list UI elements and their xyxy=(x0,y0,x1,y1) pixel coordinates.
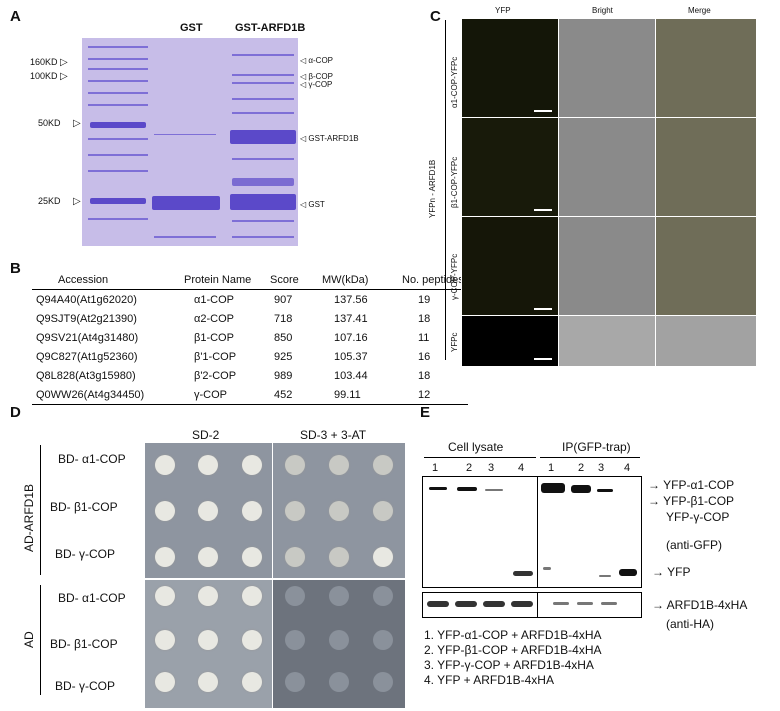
table-row: Q9SJT9(At2g21390) α2-COP 718 137.41 18 xyxy=(36,312,431,325)
col-accession: Accession xyxy=(32,270,180,290)
lane-label-gst-arfd1b: GST-ARFD1B xyxy=(235,22,306,34)
lane-number: 1 xyxy=(432,462,439,474)
legend-item: 3. YFP-γ-COP + ARFD1B-4xHA xyxy=(424,658,594,672)
lane-number: 4 xyxy=(518,462,525,474)
row-label-bd-b1: BD- β1-COP xyxy=(50,637,118,651)
panel-d-label: D xyxy=(10,404,21,421)
table-row: Q9SV21(At4g31480) β1-COP 850 107.16 11 xyxy=(36,331,430,344)
yfp-image-b1 xyxy=(461,117,559,217)
col-protein-name: Protein Name xyxy=(180,270,266,290)
label-beta-cop: ◁ β-COP xyxy=(300,72,333,81)
label-anti-gfp: (anti-GFP) xyxy=(666,538,723,552)
legend-item: 2. YFP-β1-COP + ARFD1B-4xHA xyxy=(424,643,602,657)
col-bright-header: Bright xyxy=(592,6,613,15)
label-yfp: → YFP xyxy=(652,565,691,579)
plate-sd2-ad-arfd1b xyxy=(145,443,272,578)
group-bracket-ad-arfd1b xyxy=(40,445,41,575)
row-label-b1-cop: β1-COP-YFPc xyxy=(450,156,459,208)
group-label-ad-arfd1b: AD-ARFD1B xyxy=(22,483,36,552)
label-gst: ◁ GST xyxy=(300,200,325,209)
group-label-yfpn-arfd1b: YFPn - ARFD1B xyxy=(428,159,437,218)
lane-label-gst: GST xyxy=(180,22,203,34)
table-header-row: Accession Protein Name Score MW(kDa) No.… xyxy=(32,270,468,290)
merge-image-b1 xyxy=(655,117,757,217)
yfp-image-a1 xyxy=(461,18,559,118)
scale-bar xyxy=(534,308,552,310)
merge-image-g xyxy=(655,216,757,316)
bright-image-b1 xyxy=(558,117,656,217)
table-row: Q94A40(At1g62020) α1-COP 907 137.56 19 xyxy=(36,293,431,306)
group-label-ad: AD xyxy=(22,631,36,648)
lane-number: 3 xyxy=(488,462,495,474)
merge-image-yfpc xyxy=(655,315,757,367)
marker-50kd: 50KD ▷ xyxy=(38,118,81,129)
blot-anti-ha xyxy=(422,592,642,618)
label-gamma-cop: ◁ γ-COP xyxy=(300,80,333,89)
row-label-bd-g: BD- γ-COP xyxy=(55,547,115,561)
col-merge-header: Merge xyxy=(688,6,711,15)
row-label-bd-a1: BD- α1-COP xyxy=(58,591,126,605)
lane-number: 2 xyxy=(578,462,585,474)
table-row: Q9C827(At1g52360) β'1-COP 925 105.37 16 xyxy=(36,350,431,363)
group-bracket xyxy=(445,20,446,360)
header-cell-lysate: Cell lysate xyxy=(448,440,504,454)
col-yfp-header: YFP xyxy=(495,6,511,15)
bright-image-g xyxy=(558,216,656,316)
merge-image-a1 xyxy=(655,18,757,118)
plate-sd3-ad-arfd1b xyxy=(273,443,405,578)
table-row: Q0WW26(At4g34450) γ-COP 452 99.11 12 xyxy=(32,385,468,405)
label-yfp-a1-cop: → YFP-α1-COP xyxy=(648,478,735,492)
marker-100kd: 100KD ▷ xyxy=(30,71,68,82)
row-label-yfpc: YFPc xyxy=(450,332,459,352)
row-label-g-cop: γ-COP-YFPc xyxy=(450,253,459,300)
panel-b-label: B xyxy=(10,260,21,277)
blot-anti-gfp xyxy=(422,476,642,588)
header-underline xyxy=(540,457,640,458)
col-score: Score xyxy=(266,270,318,290)
bright-image-a1 xyxy=(558,18,656,118)
table-row: Q8L828(At3g15980) β'2-COP 989 103.44 18 xyxy=(36,369,431,382)
row-label-bd-a1: BD- α1-COP xyxy=(58,452,126,466)
row-label-a1-cop: α1-COP-YFPc xyxy=(450,56,459,108)
label-arfd1b-4xha: → ARFD1B-4xHA xyxy=(652,598,748,612)
sds-page-gel xyxy=(82,38,298,246)
peptide-table: Accession Protein Name Score MW(kDa) No.… xyxy=(32,270,468,405)
panel-c-label: C xyxy=(430,8,441,25)
bright-image-yfpc xyxy=(558,315,656,367)
row-label-bd-b1: BD- β1-COP xyxy=(50,500,118,514)
lane-number: 4 xyxy=(624,462,631,474)
marker-25kd: 25KD ▷ xyxy=(38,196,81,207)
plate-sd3-ad xyxy=(273,580,405,708)
scale-bar xyxy=(534,358,552,360)
col-sd3-header: SD-3 + 3-AT xyxy=(300,428,367,442)
col-mw: MW(kDa) xyxy=(318,270,398,290)
lane-number: 1 xyxy=(548,462,555,474)
panel-a-label: A xyxy=(10,8,21,25)
label-yfp-g-cop: YFP-γ-COP xyxy=(666,510,730,524)
lane-legend: 1. YFP-α1-COP + ARFD1B-4xHA 2. YFP-β1-CO… xyxy=(424,628,602,688)
label-anti-ha: (anti-HA) xyxy=(666,617,715,631)
col-peptides: No. peptides xyxy=(398,270,468,290)
row-label-bd-g: BD- γ-COP xyxy=(55,679,115,693)
header-underline xyxy=(424,457,536,458)
plate-sd2-ad xyxy=(145,580,272,708)
group-bracket-ad xyxy=(40,585,41,695)
label-alpha-cop: ◁ α-COP xyxy=(300,56,333,65)
col-sd2-header: SD-2 xyxy=(192,428,220,442)
label-yfp-b1-cop: → YFP-β1-COP xyxy=(648,494,735,508)
legend-item: 1. YFP-α1-COP + ARFD1B-4xHA xyxy=(424,628,602,642)
label-gst-arfd1b: ◁ GST-ARFD1B xyxy=(300,134,359,143)
header-ip-gfp-trap: IP(GFP-trap) xyxy=(562,440,631,454)
lane-number: 2 xyxy=(466,462,473,474)
yfp-image-g xyxy=(461,216,559,316)
scale-bar xyxy=(534,110,552,112)
scale-bar xyxy=(534,209,552,211)
legend-item: 4. YFP + ARFD1B-4xHA xyxy=(424,673,554,687)
marker-160kd: 160KD ▷ xyxy=(30,57,68,68)
lane-number: 3 xyxy=(598,462,605,474)
panel-e-label: E xyxy=(420,404,431,421)
